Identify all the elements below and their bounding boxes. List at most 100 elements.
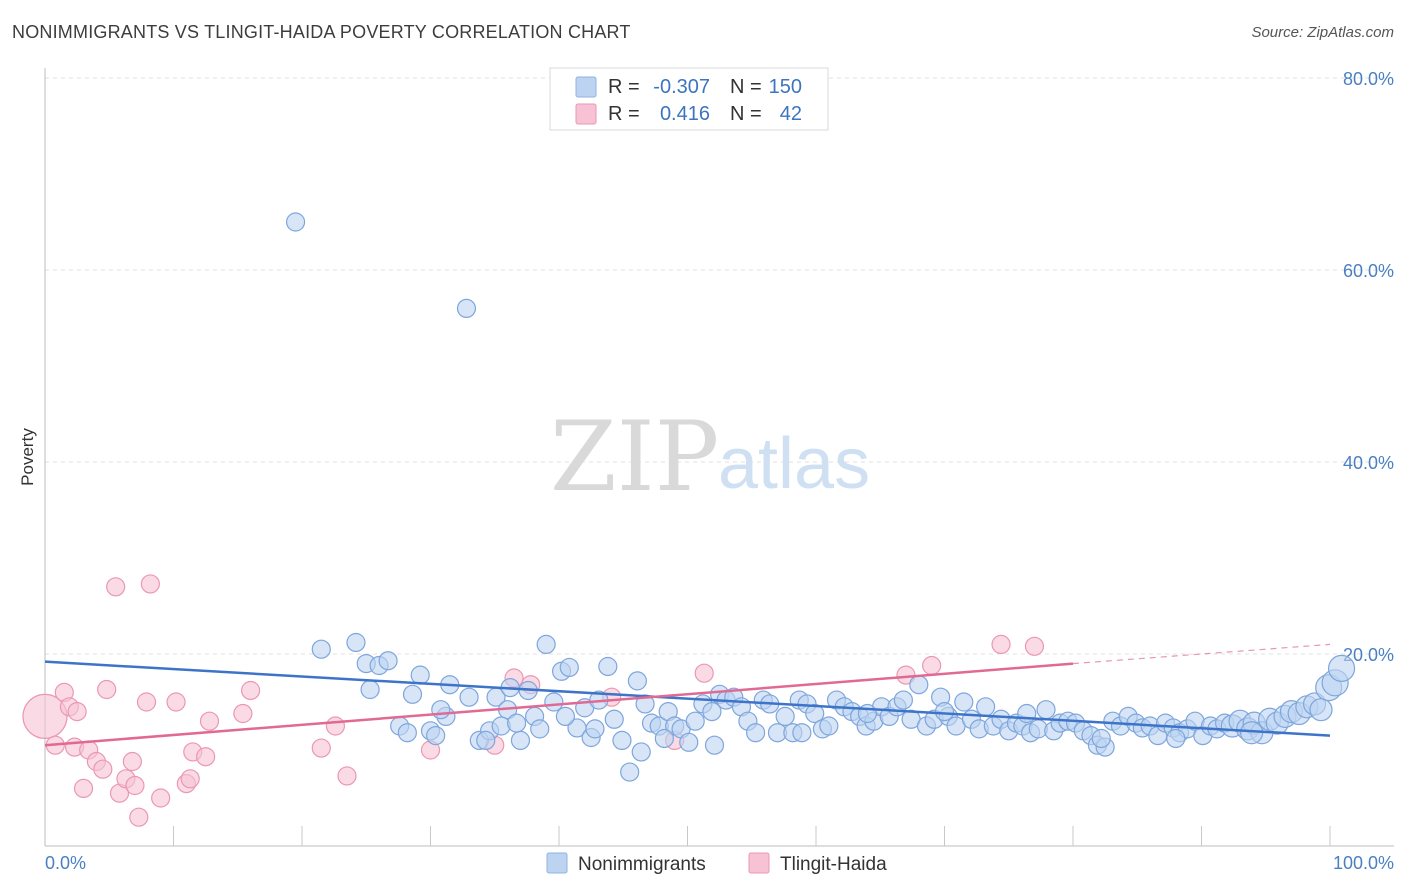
tlingit-haida-point-29	[325, 716, 346, 736]
tlingit-haida-point-10	[97, 679, 117, 700]
nonimmigrants-point-74	[893, 690, 913, 710]
nonimmigrants-point-2	[311, 639, 331, 659]
nonimmigrants-point-36	[612, 730, 632, 751]
tlingit-haida-point-22	[180, 769, 200, 789]
tlingit-haida-point-25	[199, 711, 220, 731]
y-tick-label-80: 80.0%	[1343, 69, 1394, 89]
trend-lines	[44, 643, 1331, 747]
nonimmigrants-point-39	[635, 694, 655, 714]
y-tick-label-40: 40.0%	[1343, 453, 1394, 473]
source-label: Source: ZipAtlas.com	[1251, 24, 1394, 41]
legend-r-label-1: R =	[608, 103, 640, 125]
nonimmigrants-point-26	[536, 634, 556, 655]
nonimmigrants-point-133	[1327, 654, 1356, 683]
legend-swatch-nonimmigrants	[575, 76, 597, 98]
tlingit-haida-point-27	[241, 680, 261, 701]
nonimmigrants-point-54	[746, 723, 766, 743]
nonimmigrants-point-46	[685, 711, 705, 731]
tlingit-haida-point-41	[1024, 636, 1045, 656]
bottom-legend-label-tlingit-haida: Tlingit-Haida	[780, 854, 887, 875]
nonimmigrants-point-64	[819, 716, 839, 736]
nonimmigrants-point-0	[285, 212, 306, 232]
y-tick-label-60: 60.0%	[1343, 261, 1394, 281]
legend-r-label-0: R =	[608, 76, 640, 98]
tlingit-haida-point-18	[140, 574, 160, 594]
legend-n-label-0: N =	[730, 76, 762, 98]
nonimmigrants-point-37	[620, 762, 640, 782]
nonimmigrants-point-1	[456, 298, 477, 318]
bottom-legend-swatch-nonimmigrants	[546, 852, 568, 874]
nonimmigrants-point-141	[934, 701, 955, 722]
bottom-legend-label-nonimmigrants: Nonimmigrants	[578, 854, 706, 875]
nonimmigrants-point-12	[426, 725, 446, 746]
legend-n-value-1: 42	[780, 103, 802, 125]
nonimmigrants-point-146	[431, 700, 451, 720]
tlingit-haida-point-26	[233, 703, 253, 724]
tlingit-haida-point-11	[106, 577, 126, 597]
tlingit-haida-point-40	[991, 634, 1011, 655]
nonimmigrants-point-93	[1036, 700, 1056, 720]
x-tick-label-min: 0.0%	[45, 853, 86, 873]
tlingit-haida-point-17	[136, 692, 157, 712]
nonimmigrants-point-143	[1091, 728, 1111, 749]
tlingit-haida-point-6	[73, 778, 94, 799]
tlingit-haida-point-39	[922, 655, 942, 676]
nonimmigrants-point-137	[631, 742, 651, 762]
nonimmigrants-point-7	[360, 679, 380, 700]
nonimmigrants-point-29	[559, 657, 579, 678]
nonimmigrants-point-136	[555, 706, 576, 727]
nonimmigrants-point-58	[775, 706, 795, 727]
nonimmigrants-point-130	[1309, 698, 1333, 722]
tlingit-haida-trend-extension	[1072, 643, 1331, 665]
nonimmigrants-points	[285, 212, 1356, 782]
stats-legend: R = -0.307 N = 150 R = 0.416 N = 42	[549, 67, 829, 131]
y-axis-label: Poverty	[18, 428, 37, 486]
nonimmigrants-point-147	[506, 713, 527, 733]
nonimmigrants-point-139	[792, 723, 812, 743]
nonimmigrants-point-140	[857, 703, 878, 724]
nonimmigrants-point-34	[598, 656, 618, 677]
nonimmigrants-point-45	[679, 732, 699, 752]
nonimmigrants-point-27	[544, 692, 564, 712]
nonimmigrants-point-148	[585, 719, 605, 739]
tlingit-haida-trend-line	[44, 662, 1074, 747]
tlingit-haida-point-30	[337, 766, 357, 786]
nonimmigrants-point-9	[402, 684, 423, 704]
legend-n-label-1: N =	[730, 103, 762, 125]
gridlines	[45, 77, 1394, 655]
y-tick-label-20: 20.0%	[1343, 645, 1394, 665]
nonimmigrants-point-149	[654, 728, 674, 749]
legend-n-value-0: 150	[769, 76, 802, 98]
nonimmigrants-point-10	[410, 665, 430, 685]
nonimmigrants-point-85	[976, 697, 996, 717]
tlingit-haida-point-24	[196, 747, 216, 767]
tlingit-haida-point-15	[125, 775, 145, 796]
nonimmigrants-point-3	[346, 632, 366, 653]
series-legend: Nonimmigrants Tlingit-Haida	[546, 852, 887, 875]
nonimmigrants-trend-line	[44, 660, 1331, 737]
x-tick-label-max: 100.0%	[1333, 853, 1394, 873]
y-tick-labels: 20.0% 40.0% 60.0% 80.0%	[1343, 69, 1394, 665]
chart-title: NONIMMIGRANTS VS TLINGIT-HAIDA POVERTY C…	[12, 22, 631, 42]
nonimmigrants-point-48	[702, 701, 722, 722]
tlingit-haida-point-19	[151, 788, 171, 808]
tlingit-haida-point-37	[694, 663, 714, 683]
tlingit-haida-point-9	[93, 759, 113, 779]
nonimmigrants-point-138	[704, 735, 725, 755]
nonimmigrants-point-38	[627, 671, 647, 691]
nonimmigrants-point-76	[909, 675, 929, 695]
nonimmigrants-point-144	[1166, 728, 1186, 749]
nonimmigrants-point-135	[476, 730, 496, 751]
bottom-legend-swatch-tlingit-haida	[748, 852, 770, 874]
tlingit-haida-point-4	[67, 701, 87, 722]
x-ticks	[173, 826, 1331, 846]
legend-swatch-tlingit-haida	[575, 103, 597, 125]
watermark: ZIP atlas	[550, 401, 870, 513]
nonimmigrants-point-15	[459, 687, 479, 707]
tlingit-haida-point-28	[311, 738, 331, 758]
nonimmigrants-point-134	[397, 723, 417, 743]
watermark-atlas: atlas	[718, 424, 870, 504]
nonimmigrants-point-25	[530, 719, 550, 739]
tlingit-haida-point-16	[129, 807, 149, 827]
